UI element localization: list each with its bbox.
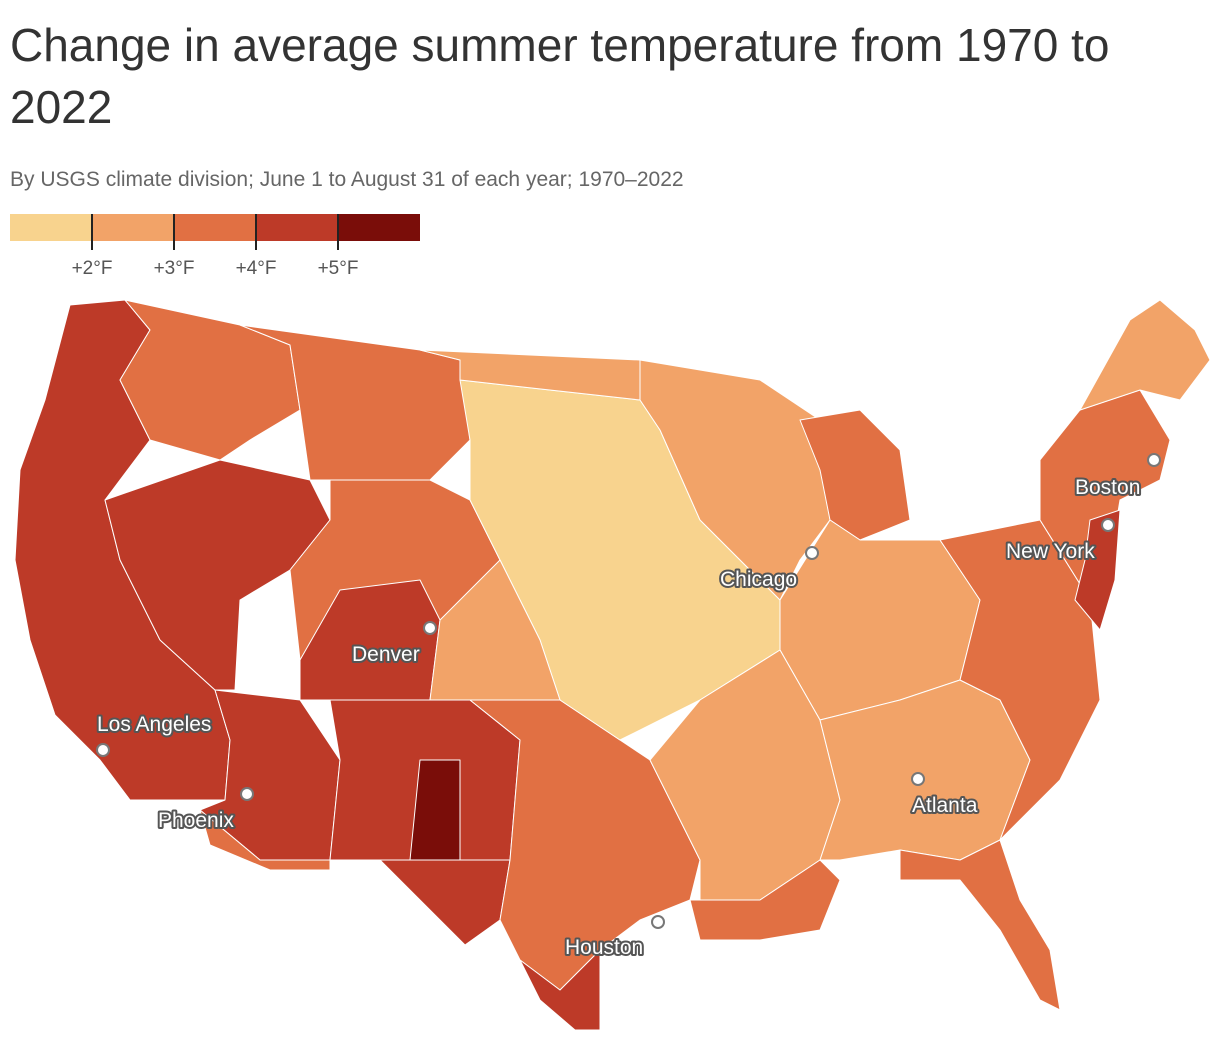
region-west-texas <box>379 859 511 946</box>
legend-swatch-5 <box>338 214 420 241</box>
city-phoenix: Phoenix <box>156 787 254 834</box>
chart-title: Change in average summer temperature fro… <box>10 19 1110 133</box>
legend-tick-label-3: +4°F <box>235 258 277 279</box>
city-marker <box>240 787 254 801</box>
legend-tick-label-1: +2°F <box>71 258 113 279</box>
region-mid-atlantic-coast <box>1074 509 1121 631</box>
city-boston: Boston <box>1073 453 1161 501</box>
legend-tick-4 <box>337 214 339 250</box>
region-florida <box>899 839 1061 1011</box>
region-great-basin <box>104 459 331 691</box>
legend-tick-label-4: +5°F <box>317 258 359 279</box>
city-marker <box>651 915 665 929</box>
city-label: Houston <box>565 936 643 959</box>
legend-swatch-2 <box>92 214 174 241</box>
city-marker <box>423 621 437 635</box>
city-label: Chicago <box>720 568 797 591</box>
region-michigan <box>799 409 911 541</box>
region-kansas-colorado <box>429 559 561 701</box>
city-marker <box>911 772 925 786</box>
city-marker <box>805 546 819 560</box>
us-climate-division-map: Boston New York Chicago Denver Los Angel… <box>14 299 1211 1031</box>
city-label: New York <box>1006 540 1095 563</box>
region-plains-fringe <box>419 349 641 401</box>
chart-subtitle: By USGS climate division; June 1 to Augu… <box>10 168 684 191</box>
city-new-york: New York <box>1004 518 1115 565</box>
city-label: Denver <box>352 643 420 666</box>
city-chicago: Chicago <box>718 546 819 593</box>
region-gulf-coast <box>689 859 841 941</box>
city-marker <box>1147 453 1161 467</box>
city-label: Phoenix <box>158 809 234 832</box>
legend-tick-3 <box>255 214 257 250</box>
city-los-angeles: Los Angeles <box>95 711 213 757</box>
legend-swatch-3 <box>174 214 256 241</box>
city-label: Atlanta <box>912 794 978 817</box>
city-marker <box>96 743 110 757</box>
city-marker <box>1101 518 1115 532</box>
map-regions <box>14 299 1211 1031</box>
legend-tick-label-2: +3°F <box>153 258 195 279</box>
region-new-england <box>1079 299 1211 411</box>
region-upper-midwest <box>639 359 831 601</box>
legend-swatch-1 <box>10 214 92 241</box>
legend-tick-2 <box>173 214 175 250</box>
city-atlanta: Atlanta <box>910 772 980 819</box>
legend-tick-1 <box>91 214 93 250</box>
color-legend: +2°F +3°F +4°F +5°F <box>10 212 420 282</box>
region-arizona-south <box>199 809 331 871</box>
city-markers: Boston New York Chicago Denver Los Angel… <box>95 453 1161 961</box>
city-label: Los Angeles <box>97 713 211 736</box>
city-houston: Houston <box>563 915 665 961</box>
legend-swatch-4 <box>256 214 338 241</box>
city-label: Boston <box>1075 476 1140 499</box>
region-south-texas <box>519 949 601 1031</box>
city-denver: Denver <box>350 621 437 668</box>
